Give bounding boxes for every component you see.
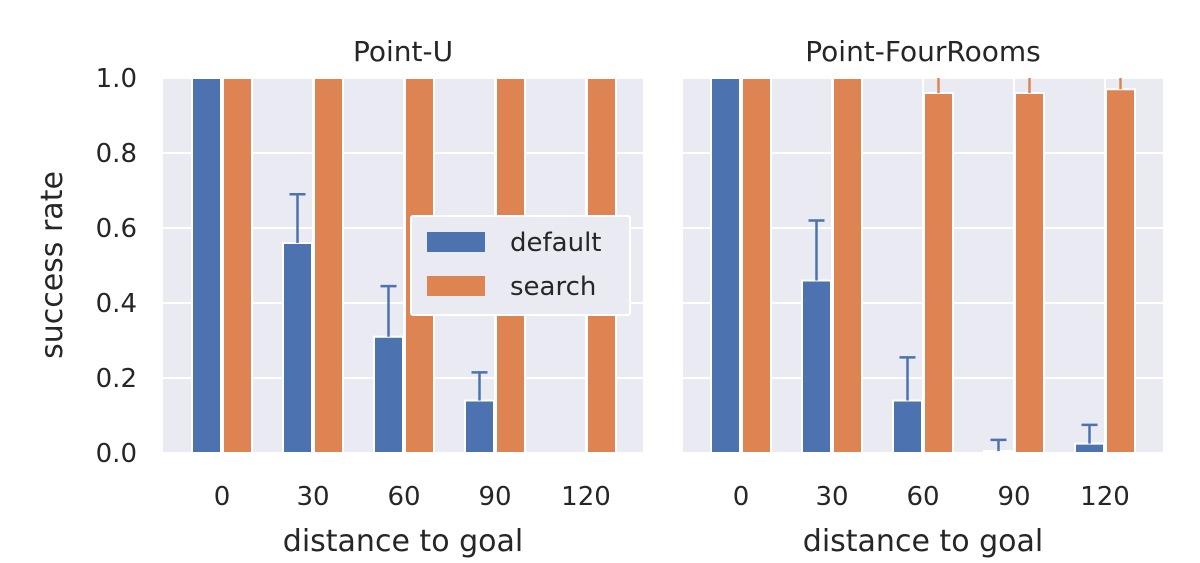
bar-default <box>1074 442 1105 453</box>
bar-default <box>801 279 832 453</box>
x-tick-label: 120 <box>1080 482 1130 512</box>
bar-search <box>1014 92 1045 453</box>
x-tick-label: 90 <box>997 482 1030 512</box>
bar-default <box>983 450 1014 453</box>
x-tick-label: 90 <box>478 482 511 512</box>
bar-search <box>923 92 954 453</box>
chart-title: Point-U <box>353 35 453 68</box>
bar-search <box>832 78 863 453</box>
legend: default search <box>410 215 631 316</box>
x-axis-label: distance to goal <box>803 524 1043 559</box>
bar-default <box>191 78 222 453</box>
legend-label-search: search <box>510 272 596 302</box>
bar-search <box>222 78 253 453</box>
bar-default <box>282 242 313 453</box>
legend-swatch-search <box>427 276 485 296</box>
x-tick-label: 120 <box>561 482 611 512</box>
bar-search <box>313 78 344 453</box>
bars <box>710 78 1136 453</box>
y-tick-label: 0.8 <box>96 139 137 169</box>
y-tick-label: 0.0 <box>96 439 137 469</box>
y-tick-label: 0.6 <box>96 214 137 244</box>
y-tick-label: 0.2 <box>96 364 137 394</box>
x-tick-label: 60 <box>906 482 939 512</box>
legend-swatch-default <box>427 232 485 252</box>
x-tick-label: 0 <box>214 482 231 512</box>
bar-search <box>741 78 772 453</box>
bar-default <box>892 399 923 453</box>
chart-title: Point-FourRooms <box>805 35 1040 68</box>
chart-point-fourrooms: 0 30 60 90 120 Point-FourRooms distance to goa… <box>683 35 1163 559</box>
bar-default <box>373 335 404 453</box>
x-tick-label: 30 <box>815 482 848 512</box>
bar-search <box>1105 88 1136 453</box>
y-axis-label: success rate <box>35 171 70 359</box>
x-tick-label: 30 <box>296 482 329 512</box>
legend-label-default: default <box>510 228 601 258</box>
x-tick-label: 0 <box>733 482 750 512</box>
y-tick-label: 0.4 <box>96 289 137 319</box>
bar-default <box>710 78 741 453</box>
y-tick-label: 1.0 <box>96 64 137 94</box>
bar-default <box>464 399 495 453</box>
x-axis-label: distance to goal <box>283 524 523 559</box>
x-tick-label: 60 <box>387 482 420 512</box>
